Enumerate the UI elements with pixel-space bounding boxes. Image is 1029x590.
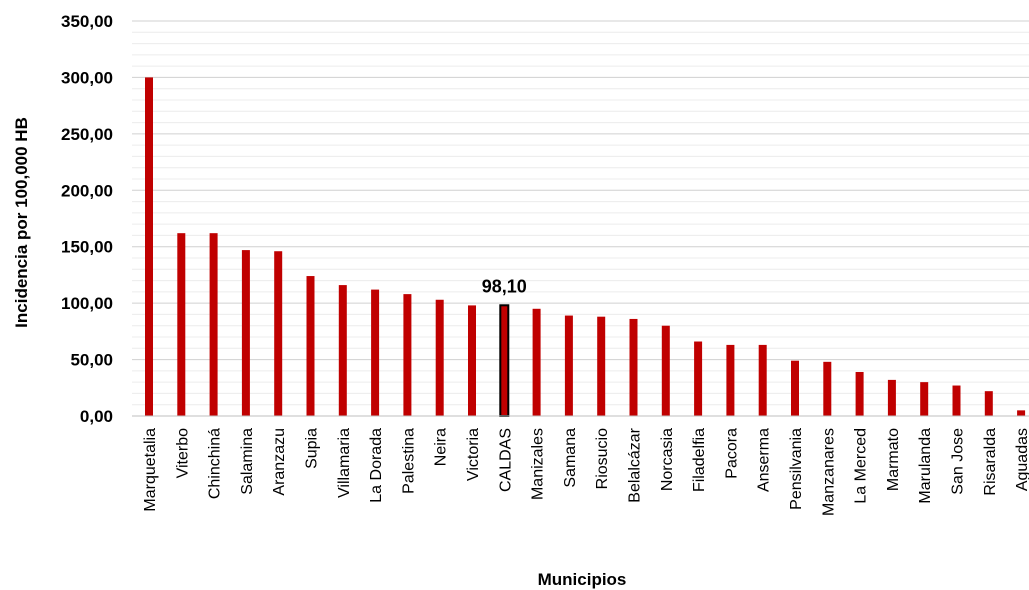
- x-tick-label: Villamaria: [336, 428, 353, 498]
- bar-marmato: [887, 379, 896, 416]
- x-tick-label: Manzanares: [820, 428, 837, 516]
- gridlines: [132, 20, 1029, 406]
- y-tick-label: 0,00: [80, 407, 113, 426]
- x-tick-label: San Jose: [950, 428, 967, 495]
- bar-salamina: [241, 250, 250, 416]
- bars: [145, 77, 1026, 417]
- bar-norcasia: [661, 325, 670, 416]
- x-tick-label: Anserma: [756, 428, 773, 492]
- y-tick-label: 350,00: [61, 12, 113, 31]
- y-tick-label: 150,00: [61, 238, 113, 257]
- x-tick-label: Manizales: [530, 428, 547, 500]
- bar-belalcázar: [629, 318, 638, 416]
- bar-manzanares: [823, 361, 832, 416]
- x-tick-label: Marquetalia: [142, 428, 159, 512]
- bar-chinchiná: [209, 233, 218, 416]
- bar-anserma: [758, 344, 767, 416]
- x-tick-label: Risaralda: [982, 428, 999, 496]
- bar-la-merced: [855, 371, 864, 416]
- bar-palestina: [403, 294, 412, 416]
- y-tick-label: 250,00: [61, 125, 113, 144]
- x-tick-label: Norcasia: [659, 428, 676, 491]
- bar-san-jose: [952, 385, 961, 416]
- y-axis-ticks: 0,00 50,00 100,00 150,00 200,00 250,00 300,00 3…: [61, 12, 113, 426]
- x-tick-label: CALDAS: [497, 428, 514, 492]
- x-tick-label: La Dorada: [368, 428, 385, 503]
- bar-villamaria: [338, 285, 347, 416]
- x-tick-label: Filadelfia: [691, 428, 708, 492]
- x-axis-category-labels: Marquetalia Viterbo Chinchiná Salamina Aranz…: [142, 427, 1029, 516]
- bar-samana: [564, 315, 573, 416]
- x-tick-label: Palestina: [400, 428, 417, 494]
- x-tick-label: Belalcázar: [627, 427, 644, 502]
- x-tick-label: Supia: [304, 428, 321, 469]
- bar-aguadas: [1017, 410, 1026, 416]
- x-tick-label: Pacora: [723, 428, 740, 479]
- x-tick-label: Riosucio: [594, 428, 611, 489]
- x-tick-label: Samana: [562, 428, 579, 488]
- x-tick-label: Victoria: [465, 428, 482, 481]
- x-tick-label: Chinchiná: [207, 428, 224, 499]
- bar-pensilvania: [791, 360, 799, 416]
- y-tick-label: 300,00: [61, 68, 113, 87]
- bar-supia: [306, 276, 315, 416]
- bar-manizales: [532, 308, 541, 416]
- bar-risaralda: [984, 391, 993, 416]
- bar-riosucio: [597, 316, 606, 416]
- bar-aranzazu: [274, 251, 283, 416]
- bar-marquetalia: [145, 77, 153, 416]
- x-tick-label: Pensilvania: [788, 428, 805, 510]
- caldas-data-label: 98,10: [482, 276, 527, 296]
- x-tick-label: La Merced: [853, 428, 870, 504]
- bar-caldas: [499, 304, 510, 417]
- bar-neira: [435, 299, 444, 416]
- y-tick-label: 50,00: [70, 351, 113, 370]
- y-tick-label: 200,00: [61, 181, 113, 200]
- x-tick-label: Aguadas: [1014, 428, 1029, 491]
- x-tick-label: Salamina: [239, 428, 256, 495]
- x-tick-label: Aranzazu: [271, 428, 288, 496]
- bar-filadelfia: [694, 341, 703, 416]
- y-axis-title: Incidencia por 100,000 HB: [12, 117, 31, 328]
- x-axis-title: Municipios: [538, 570, 627, 589]
- bar-viterbo: [177, 233, 186, 416]
- bar-victoria: [468, 305, 476, 416]
- bar-marulanda: [920, 382, 929, 416]
- y-tick-label: 100,00: [61, 294, 113, 313]
- x-tick-label: Neira: [433, 428, 450, 466]
- bar-pacora: [726, 344, 735, 416]
- x-tick-label: Marmato: [885, 428, 902, 491]
- x-tick-label: Marulanda: [917, 428, 934, 504]
- x-tick-label: Viterbo: [174, 428, 191, 479]
- bar-la-dorada: [371, 289, 380, 416]
